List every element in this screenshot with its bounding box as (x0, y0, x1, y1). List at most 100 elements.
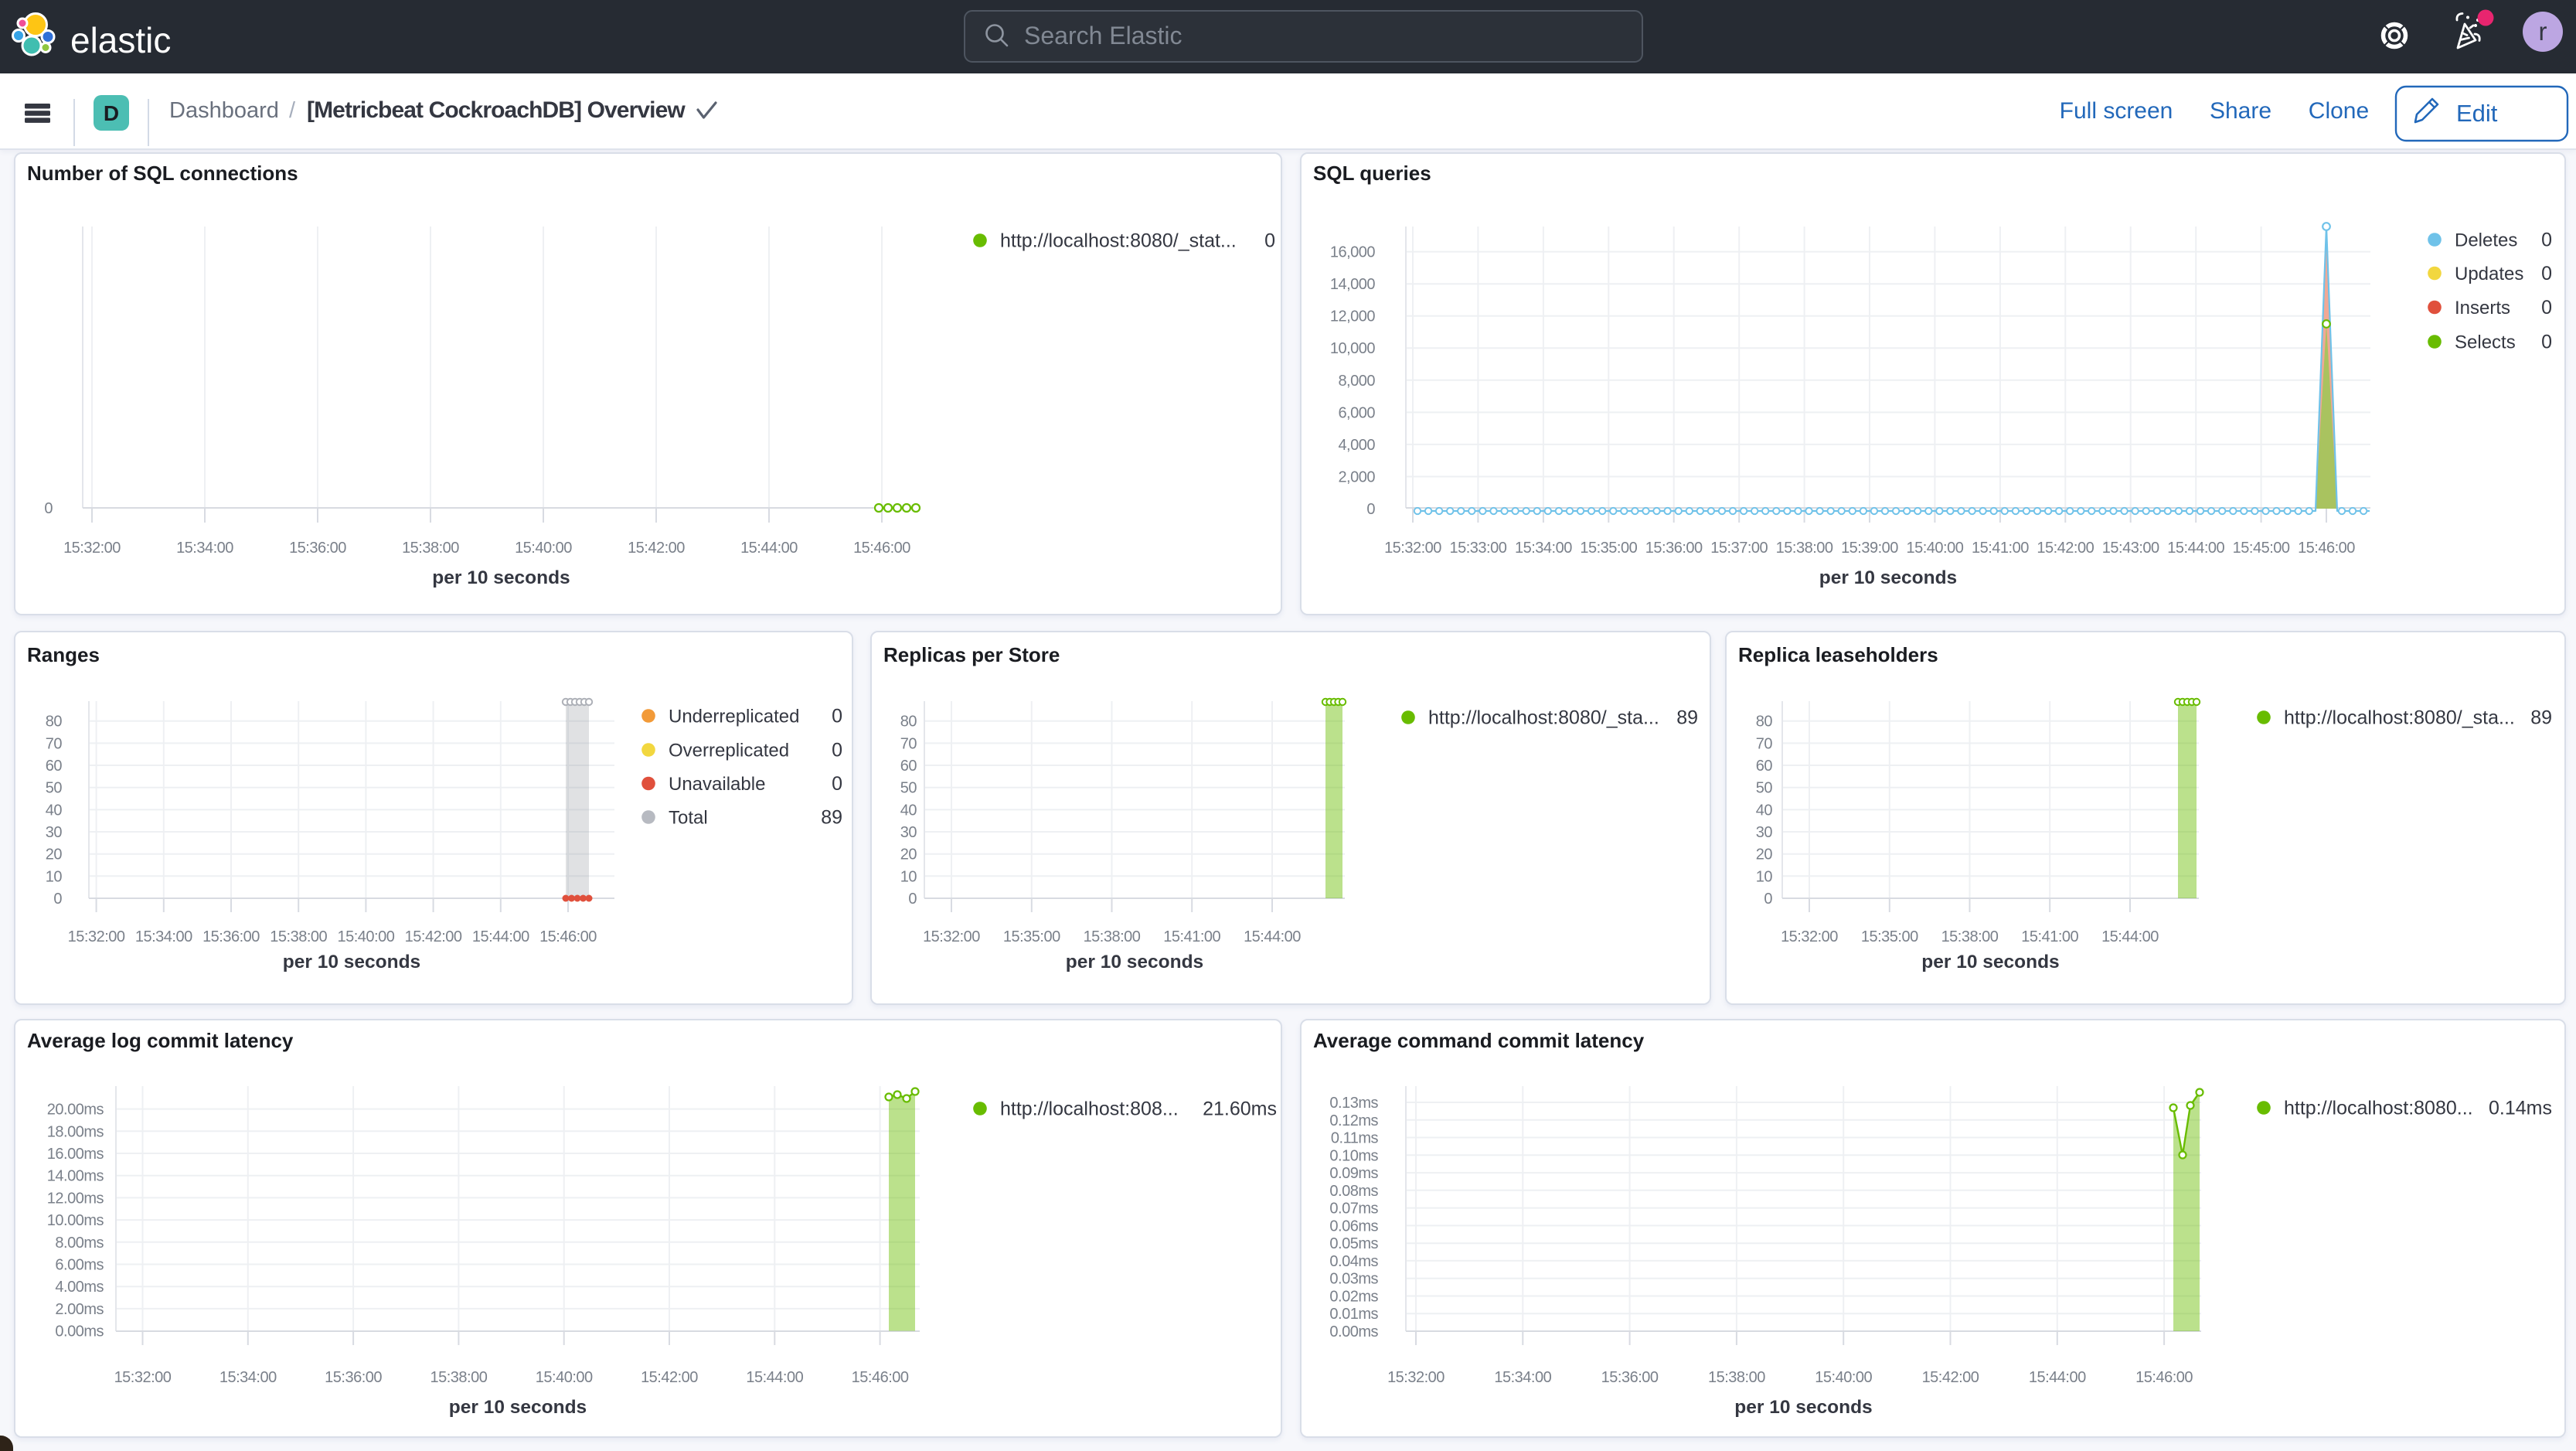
svg-text:Ranges: Ranges (27, 643, 100, 666)
svg-text:per 10 seconds: per 10 seconds (432, 567, 570, 588)
svg-text:15:41:00: 15:41:00 (2021, 928, 2078, 945)
svg-text:2,000: 2,000 (1338, 469, 1375, 486)
svg-text:Replica leaseholders: Replica leaseholders (1738, 643, 1938, 666)
svg-text:20: 20 (1756, 846, 1773, 863)
svg-text:4,000: 4,000 (1338, 437, 1375, 454)
svg-text:15:44:00: 15:44:00 (746, 1369, 803, 1386)
svg-text:15:36:00: 15:36:00 (325, 1369, 382, 1386)
svg-text:10,000: 10,000 (1330, 340, 1376, 357)
svg-text:15:46:00: 15:46:00 (539, 928, 597, 945)
svg-text:40: 40 (900, 802, 917, 819)
svg-text:0.03ms: 0.03ms (1329, 1271, 1378, 1288)
svg-text:10: 10 (900, 868, 917, 885)
svg-text:Total: Total (669, 808, 708, 829)
svg-text:20.00ms: 20.00ms (47, 1102, 104, 1119)
svg-text:20: 20 (46, 846, 63, 863)
svg-text:0: 0 (1264, 230, 1275, 252)
svg-text:0.12ms: 0.12ms (1329, 1112, 1378, 1129)
svg-text:0: 0 (1764, 891, 1772, 908)
svg-text:80: 80 (46, 714, 63, 731)
svg-text:14.00ms: 14.00ms (47, 1168, 104, 1185)
svg-text:Underreplicated: Underreplicated (669, 707, 799, 727)
svg-text:0: 0 (2541, 332, 2552, 353)
svg-text:50: 50 (900, 780, 917, 797)
svg-text:Replicas per Store: Replicas per Store (883, 643, 1060, 666)
svg-text:Inserts: Inserts (2455, 298, 2510, 318)
svg-text:50: 50 (46, 780, 63, 797)
svg-text:16,000: 16,000 (1330, 244, 1376, 261)
svg-text:15:40:00: 15:40:00 (1906, 540, 1963, 557)
svg-text:15:36:00: 15:36:00 (1601, 1369, 1659, 1386)
svg-text:89: 89 (821, 807, 842, 829)
svg-text:15:38:00: 15:38:00 (430, 1369, 487, 1386)
svg-text:10.00ms: 10.00ms (47, 1212, 104, 1229)
svg-text:Average command commit latency: Average command commit latency (1313, 1029, 1645, 1052)
svg-text:15:44:00: 15:44:00 (472, 928, 529, 945)
svg-text:15:40:00: 15:40:00 (515, 540, 572, 557)
svg-text:10: 10 (1756, 868, 1773, 885)
svg-text:15:39:00: 15:39:00 (1841, 540, 1898, 557)
svg-text:70: 70 (900, 735, 917, 752)
svg-text:15:36:00: 15:36:00 (289, 540, 346, 557)
svg-text:0: 0 (832, 706, 842, 727)
svg-text:40: 40 (46, 802, 63, 819)
svg-text:0: 0 (2541, 263, 2552, 284)
svg-text:0.05ms: 0.05ms (1329, 1235, 1378, 1252)
svg-text:0.02ms: 0.02ms (1329, 1289, 1378, 1306)
svg-text:15:37:00: 15:37:00 (1710, 540, 1768, 557)
svg-text:15:34:00: 15:34:00 (1515, 540, 1572, 557)
svg-text:0.13ms: 0.13ms (1329, 1095, 1378, 1112)
svg-text:15:40:00: 15:40:00 (337, 928, 394, 945)
svg-text:15:36:00: 15:36:00 (202, 928, 260, 945)
svg-text:r: r (2539, 17, 2547, 46)
svg-text:per 10 seconds: per 10 seconds (283, 952, 420, 972)
svg-text:15:35:00: 15:35:00 (1580, 540, 1637, 557)
svg-text:15:40:00: 15:40:00 (1815, 1369, 1872, 1386)
svg-text:SQL queries: SQL queries (1313, 162, 1431, 185)
svg-text:15:38:00: 15:38:00 (402, 540, 459, 557)
svg-text:15:38:00: 15:38:00 (1941, 928, 1999, 945)
svg-text:Dashboard: Dashboard (169, 98, 279, 123)
svg-text:70: 70 (46, 735, 63, 752)
svg-text:12,000: 12,000 (1330, 308, 1376, 325)
svg-text:Unavailable: Unavailable (669, 774, 765, 795)
svg-text:15:42:00: 15:42:00 (2037, 540, 2094, 557)
svg-text:15:46:00: 15:46:00 (852, 1369, 909, 1386)
svg-text:0.00ms: 0.00ms (1329, 1323, 1378, 1340)
svg-text:80: 80 (1756, 714, 1773, 731)
svg-text:15:46:00: 15:46:00 (853, 540, 910, 557)
svg-text:Clone: Clone (2309, 98, 2369, 124)
svg-text:15:38:00: 15:38:00 (1776, 540, 1833, 557)
svg-text:16.00ms: 16.00ms (47, 1146, 104, 1163)
svg-text:0.04ms: 0.04ms (1329, 1253, 1378, 1270)
svg-text:0: 0 (832, 740, 842, 761)
svg-text:60: 60 (46, 758, 63, 775)
svg-text:per 10 seconds: per 10 seconds (1819, 567, 1957, 588)
svg-text:http://localhost:8080/_sta...: http://localhost:8080/_sta... (1428, 707, 1659, 729)
svg-text:per 10 seconds: per 10 seconds (449, 1397, 587, 1418)
svg-text:0.08ms: 0.08ms (1329, 1183, 1378, 1200)
svg-text:80: 80 (900, 714, 917, 731)
svg-text:15:44:00: 15:44:00 (2029, 1369, 2086, 1386)
svg-text:15:34:00: 15:34:00 (1494, 1369, 1551, 1386)
svg-text:15:42:00: 15:42:00 (405, 928, 462, 945)
svg-text:0.01ms: 0.01ms (1329, 1306, 1378, 1323)
svg-text:per 10 seconds: per 10 seconds (1066, 952, 1203, 972)
svg-text:15:43:00: 15:43:00 (2102, 540, 2159, 557)
svg-text:0: 0 (1366, 501, 1375, 518)
svg-text:6.00ms: 6.00ms (55, 1257, 104, 1274)
svg-text:8,000: 8,000 (1338, 373, 1375, 390)
svg-text:Overreplicated: Overreplicated (669, 741, 789, 761)
svg-text:0: 0 (44, 500, 53, 517)
svg-text:[Metricbeat CockroachDB] Overv: [Metricbeat CockroachDB] Overview (307, 97, 686, 123)
svg-text:15:44:00: 15:44:00 (2101, 928, 2159, 945)
svg-text:elastic: elastic (70, 20, 171, 60)
svg-text:15:44:00: 15:44:00 (740, 540, 798, 557)
svg-text:15:41:00: 15:41:00 (1972, 540, 2029, 557)
svg-text:0: 0 (2541, 297, 2552, 318)
svg-text:15:46:00: 15:46:00 (2135, 1369, 2193, 1386)
svg-text:60: 60 (900, 758, 917, 775)
svg-text:15:46:00: 15:46:00 (2298, 540, 2355, 557)
svg-text:15:40:00: 15:40:00 (536, 1369, 593, 1386)
svg-text:http://localhost:8080/_stat...: http://localhost:8080/_stat... (1000, 230, 1237, 252)
